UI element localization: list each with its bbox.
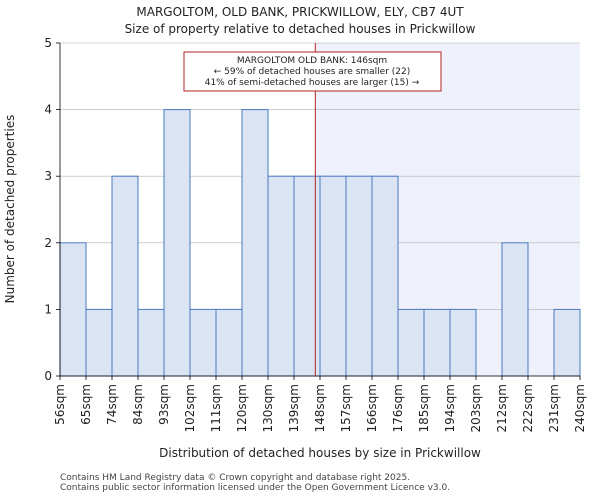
bar <box>59 242 87 377</box>
bar <box>501 242 529 377</box>
chart-title: MARGOLTOM, OLD BANK, PRICKWILLOW, ELY, C… <box>136 5 464 19</box>
bar <box>397 308 425 377</box>
bar <box>111 175 139 377</box>
x-tick-label: 166sqm <box>365 384 379 432</box>
x-tick-label: 139sqm <box>287 384 301 432</box>
bar <box>449 308 477 377</box>
bar <box>345 175 373 377</box>
x-tick-label: 231sqm <box>547 384 561 432</box>
x-tick-label: 65sqm <box>79 384 93 425</box>
bar <box>423 308 451 377</box>
bar <box>163 109 191 377</box>
marker-annotation: MARGOLTOM OLD BANK: 146sqm ← 59% of deta… <box>183 51 442 92</box>
x-tick-label: 185sqm <box>417 384 431 432</box>
footer-line-2: Contains public sector information licen… <box>60 483 451 493</box>
y-tick-label: 3 <box>44 169 52 183</box>
bar <box>293 175 321 377</box>
bar <box>553 308 581 377</box>
bar <box>85 308 113 377</box>
annotation-line-1: MARGOLTOM OLD BANK: 146sqm <box>237 56 387 66</box>
x-tick-label: 84sqm <box>131 384 145 425</box>
annotation-line-2: ← 59% of detached houses are smaller (22… <box>214 67 411 77</box>
y-tick-label: 4 <box>44 103 52 117</box>
bar <box>241 109 269 377</box>
y-tick-label: 1 <box>44 302 52 316</box>
x-tick-label: 148sqm <box>313 384 327 432</box>
x-tick-label: 56sqm <box>53 384 67 425</box>
y-axis-label: Number of detached properties <box>3 115 17 304</box>
x-tick-label: 194sqm <box>443 384 457 432</box>
x-tick-label: 111sqm <box>209 384 223 432</box>
bar <box>371 175 399 377</box>
x-axis-label: Distribution of detached houses by size … <box>159 446 481 460</box>
chart-subtitle: Size of property relative to detached ho… <box>125 22 476 36</box>
bar <box>215 308 243 377</box>
bar <box>319 175 347 377</box>
x-tick-label: 130sqm <box>261 384 275 432</box>
x-tick-label: 120sqm <box>235 384 249 432</box>
x-tick-label: 93sqm <box>157 384 171 425</box>
x-tick-label: 203sqm <box>469 384 483 432</box>
y-tick-label: 5 <box>44 36 52 50</box>
bar <box>137 308 165 377</box>
x-tick-label: 74sqm <box>105 384 119 425</box>
x-tick-label: 212sqm <box>495 384 509 432</box>
x-tick-label: 222sqm <box>521 384 535 432</box>
bar <box>189 308 217 377</box>
bar <box>267 175 295 377</box>
x-tick-label: 176sqm <box>391 384 405 432</box>
x-tick-label: 157sqm <box>339 384 353 432</box>
footer-line-1: Contains HM Land Registry data © Crown c… <box>60 473 411 483</box>
x-tick-label: 102sqm <box>183 384 197 432</box>
annotation-box <box>183 51 442 92</box>
annotation-line-3: 41% of semi-detached houses are larger (… <box>205 78 420 88</box>
x-tick-label: 240sqm <box>573 384 587 432</box>
y-tick-label: 2 <box>44 236 52 250</box>
y-tick-label: 0 <box>44 369 52 383</box>
